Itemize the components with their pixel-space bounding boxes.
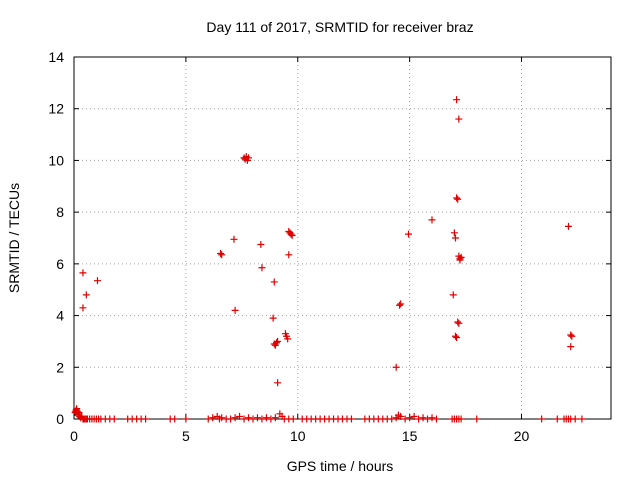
data-point <box>245 414 253 422</box>
data-point <box>388 415 396 423</box>
data-point <box>218 251 226 259</box>
data-point <box>288 231 296 239</box>
data-point <box>79 304 87 312</box>
data-point <box>410 412 418 420</box>
data-point <box>231 306 239 314</box>
data-point <box>450 229 458 237</box>
data-point <box>538 415 546 423</box>
x-axis-label: GPS time / hours <box>287 458 394 474</box>
data-point <box>253 414 261 422</box>
data-point <box>454 195 462 203</box>
y-axis-label: SRMTID / TECUs <box>6 183 22 293</box>
y-tick-label: 0 <box>56 411 64 427</box>
data-point <box>171 415 179 423</box>
data-point <box>270 278 278 286</box>
data-point <box>406 414 414 422</box>
data-point <box>567 343 575 351</box>
data-point <box>455 319 463 327</box>
data-point <box>564 222 572 230</box>
data-point <box>453 96 461 104</box>
data-point <box>454 318 462 326</box>
data-point <box>245 154 253 162</box>
data-point <box>79 269 87 277</box>
data-point <box>473 415 481 423</box>
data-point <box>567 331 575 339</box>
data-point <box>274 337 282 345</box>
data-point <box>451 332 459 340</box>
data-point <box>289 415 297 423</box>
data-point <box>227 415 235 423</box>
data-point <box>287 230 295 238</box>
data-point <box>347 415 355 423</box>
y-tick-label: 2 <box>56 359 64 375</box>
data-point <box>284 335 292 343</box>
data-point <box>230 235 238 243</box>
data-point <box>401 415 409 423</box>
data-point <box>142 415 150 423</box>
data-point <box>415 415 423 423</box>
data-point <box>269 314 277 322</box>
data-point <box>456 256 464 264</box>
data-point <box>258 415 266 423</box>
data-point <box>93 277 101 285</box>
y-tick-label: 12 <box>48 101 64 117</box>
x-tick-label: 0 <box>70 428 78 444</box>
data-point <box>405 230 413 238</box>
data-point <box>428 216 436 224</box>
x-tick-label: 10 <box>290 428 306 444</box>
data-point <box>75 409 83 417</box>
data-point <box>432 415 440 423</box>
data-point <box>449 291 457 299</box>
y-tick-label: 6 <box>56 256 64 272</box>
data-point <box>553 415 561 423</box>
data-point <box>209 414 217 422</box>
data-point <box>82 291 90 299</box>
data-point <box>257 240 265 248</box>
data-point <box>217 250 225 258</box>
data-point <box>571 415 579 423</box>
data-point <box>258 264 266 272</box>
data-point <box>451 234 459 242</box>
data-point <box>457 415 465 423</box>
data-point <box>262 414 270 422</box>
data-point <box>568 332 576 340</box>
data-point <box>267 415 275 423</box>
data-point <box>271 414 279 422</box>
data-point <box>272 339 280 347</box>
axis-ticks: 0 5 10 15 20 0 2 4 6 8 10 12 14 <box>48 49 611 444</box>
y-tick-label: 10 <box>48 152 64 168</box>
y-tick-label: 14 <box>48 49 64 65</box>
data-point <box>204 415 212 423</box>
data-point <box>424 415 432 423</box>
data-point <box>110 415 118 423</box>
grid-lines <box>74 57 611 419</box>
x-tick-label: 5 <box>182 428 190 444</box>
data-point <box>455 115 463 123</box>
x-tick-label: 15 <box>402 428 418 444</box>
y-tick-label: 4 <box>56 308 64 324</box>
data-point <box>396 301 404 309</box>
data-point <box>285 251 293 259</box>
plot-frame <box>73 56 612 420</box>
chart-title: Day 111 of 2017, SRMTID for receiver bra… <box>206 19 473 35</box>
data-point <box>578 415 586 423</box>
data-point <box>236 412 244 420</box>
data-point <box>397 300 405 308</box>
data-point <box>249 415 257 423</box>
data-point <box>182 415 190 423</box>
data-point <box>419 414 427 422</box>
data-point <box>453 194 461 202</box>
data-point <box>397 412 405 420</box>
data-point <box>218 414 226 422</box>
data-point <box>240 415 248 423</box>
x-tick-label: 20 <box>514 428 530 444</box>
data-point <box>231 414 239 422</box>
data-point <box>428 414 436 422</box>
y-tick-label: 8 <box>56 204 64 220</box>
data-points <box>71 96 586 423</box>
data-point <box>274 379 282 387</box>
data-point <box>392 363 400 371</box>
data-point <box>453 334 461 342</box>
